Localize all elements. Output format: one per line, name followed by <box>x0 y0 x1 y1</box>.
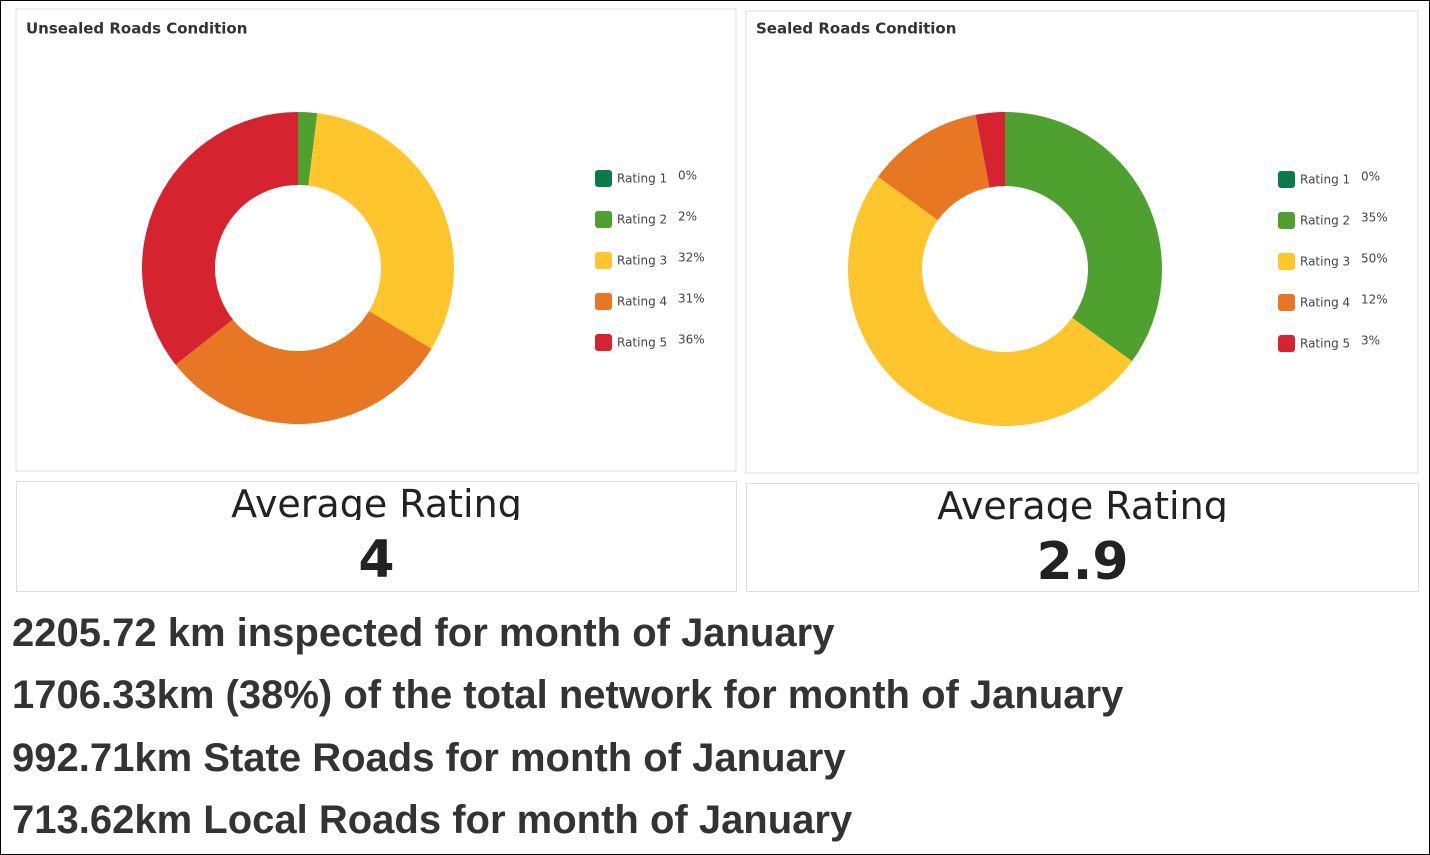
legend-swatch <box>595 170 612 187</box>
donut-slice <box>1005 112 1162 362</box>
legend-value: 35% <box>1361 211 1388 225</box>
legend-label: Rating 2 <box>617 213 667 227</box>
legend-value: 31% <box>678 292 705 306</box>
donut-slice <box>847 176 1133 427</box>
legend-value: 50% <box>1361 252 1388 266</box>
legend-swatch <box>595 211 612 228</box>
donut-slice <box>308 113 455 349</box>
donut-slice <box>142 112 298 365</box>
legend-label: Rating 4 <box>617 295 667 309</box>
legend-label: Rating 3 <box>1300 255 1350 269</box>
legend-value: 12% <box>1361 293 1388 307</box>
legend-label: Rating 2 <box>1300 214 1350 228</box>
legend-label: Rating 5 <box>617 336 667 350</box>
legend-label: Rating 5 <box>1300 337 1350 351</box>
summary-line: 713.62km Local Roads for month of Januar… <box>12 798 853 842</box>
donut-slice <box>175 310 432 424</box>
legend-label: Rating 1 <box>617 172 667 186</box>
average-value: 4 <box>358 530 395 590</box>
average-label: Average Rating <box>231 482 522 520</box>
legend-swatch <box>1278 253 1295 270</box>
legend-swatch <box>595 252 612 269</box>
summary-line: 2205.72 km inspected for month of Januar… <box>12 611 835 655</box>
legend-swatch <box>1278 294 1295 311</box>
legend-swatch <box>1278 171 1295 188</box>
average-value: 2.9 <box>1036 532 1129 592</box>
donut-slice <box>975 112 1005 188</box>
legend-label: Rating 1 <box>1300 173 1350 187</box>
legend-value: 0% <box>1361 170 1380 184</box>
legend-value: 32% <box>678 251 705 265</box>
average-panel: Average Rating 2.9 <box>746 483 1419 592</box>
summary-line: 992.71km State Roads for month of Januar… <box>12 736 846 780</box>
legend-value: 0% <box>678 169 697 183</box>
legend-value: 36% <box>678 333 705 347</box>
legend-value: 2% <box>678 210 697 224</box>
average-panel: Average Rating 4 <box>16 481 737 592</box>
donut-slice <box>877 114 990 221</box>
donut-slice <box>298 112 318 186</box>
legend-swatch <box>1278 212 1295 229</box>
chart-title: Unsealed Roads Condition <box>26 20 247 38</box>
charts-area: Unsealed Roads Condition Sealed Roads Co… <box>15 8 1419 474</box>
average-label: Average Rating <box>937 484 1228 522</box>
legend-label: Rating 4 <box>1300 296 1350 310</box>
legend-swatch <box>595 334 612 351</box>
chart-title: Sealed Roads Condition <box>756 20 956 38</box>
legend-swatch <box>1278 335 1295 352</box>
legend-value: 3% <box>1361 334 1380 348</box>
legend-label: Rating 3 <box>617 254 667 268</box>
legend-swatch <box>595 293 612 310</box>
summary-line: 1706.33km (38%) of the total network for… <box>12 673 1124 717</box>
